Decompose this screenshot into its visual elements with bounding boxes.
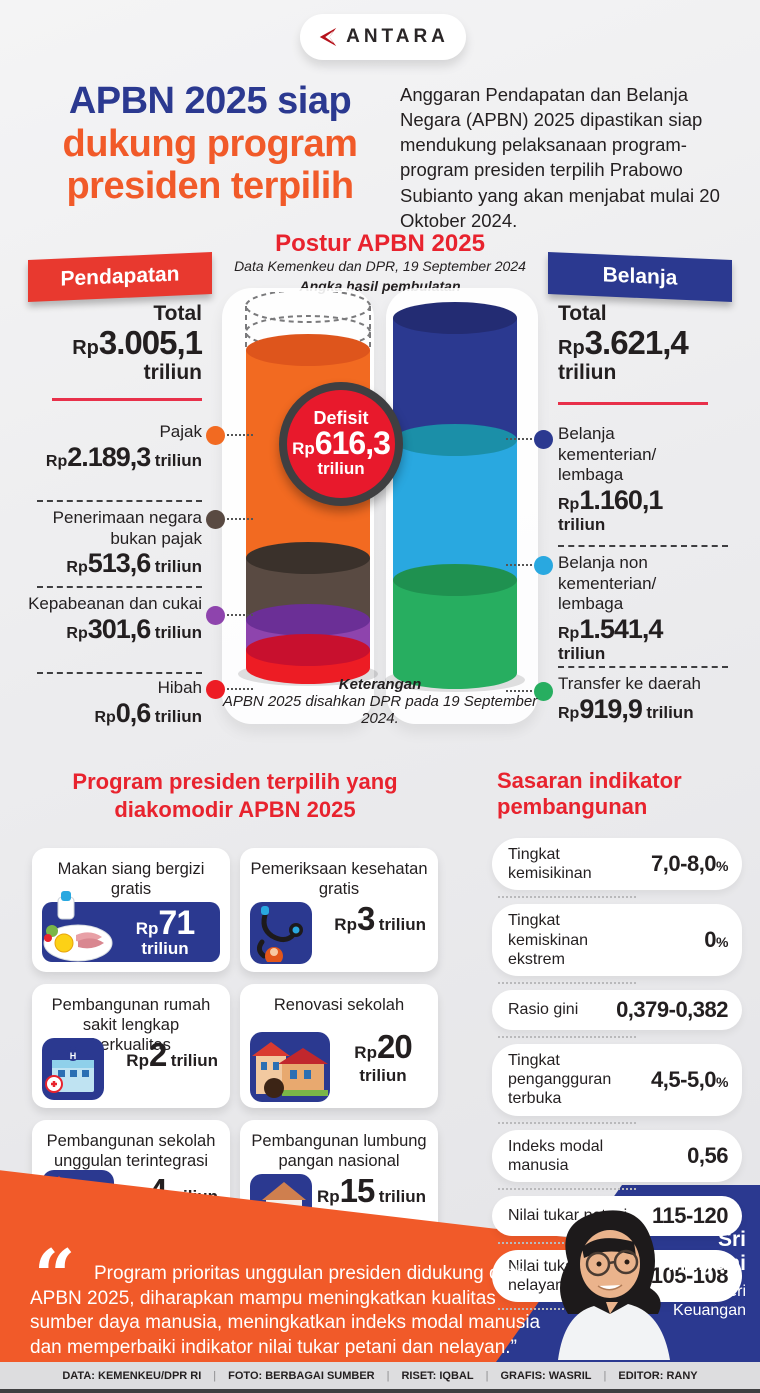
indicator-row: Tingkat kemiskinan ekstrem 0% (492, 904, 742, 984)
credit-editor: EDITOR: RANY (618, 1369, 698, 1382)
indicator-row: Rasio gini 0,379-0,382 (492, 989, 742, 1038)
belanja-item-transfer: Transfer ke daerah Rp919,9 triliun (558, 674, 701, 724)
defisit-label: Defisit (313, 407, 369, 428)
kepabeanan-dot (206, 606, 253, 625)
footer-credits-bar: DATA: KEMENKEU/DPR RI FOTO: BERBAGAI SUM… (0, 1362, 760, 1389)
school-icon (250, 1032, 330, 1102)
belanja-total: Total Rp3.621,4 triliun (558, 302, 689, 384)
indicators-list: Tingkat kemisikinan 7,0-8,0% Tingkat kem… (492, 838, 742, 1316)
transfer-dot (506, 682, 553, 701)
pendapatan-total-divider (52, 398, 202, 401)
pendapatan-total: Total Rp3.005,1 triliun (72, 302, 203, 384)
divider (558, 666, 728, 668)
person-title: Menteri Keuangan (673, 1283, 746, 1320)
belanja-total-divider (558, 402, 708, 405)
defisit-badge: Defisit Rp616,3 triliun (279, 382, 403, 506)
hospital-icon: H (42, 1038, 104, 1100)
hibah-dot (206, 680, 253, 699)
program-card-makan-siang: Makan siang bergizi gratis Rp71 triliun (32, 848, 230, 972)
indicator-row: Indeks modal manusia 0,56 (492, 1129, 742, 1191)
divider (37, 586, 202, 588)
pajak-dot (206, 426, 253, 445)
credit-foto: FOTO: BERBAGAI SUMBER (228, 1370, 401, 1382)
bottom-border (0, 1389, 760, 1393)
credit-riset: RISET: IQBAL (401, 1370, 500, 1382)
title-line-2: dukung program (62, 122, 358, 165)
indicators-title: Sasaran indikator pembangunan (497, 768, 682, 820)
pnbp-dot (206, 510, 253, 529)
title-line-1: APBN 2025 siap (68, 80, 352, 122)
quote-text: Program prioritas unggulan presiden didu… (30, 1263, 541, 1359)
keterangan: Keterangan APBN 2025 disahkan DPR pada 1… (222, 676, 538, 727)
credit-data: DATA: KEMENKEU/DPR RI (62, 1370, 228, 1382)
indicator-row: Tingkat kemisikinan 7,0-8,0% (492, 838, 742, 899)
program-card-renovasi-sekolah: Renovasi sekolah Rp20 triliun (240, 984, 438, 1108)
person-caption: Sri Mulyani Menteri Keuangan (634, 1228, 746, 1321)
divider (558, 545, 728, 547)
sri-mulyani-portrait (538, 1202, 688, 1365)
svg-text:H: H (70, 1051, 77, 1061)
ribbon-pendapatan: Pendapatan (28, 251, 212, 303)
antara-wordmark: ANTARA (346, 26, 449, 47)
stethoscope-icon (250, 902, 312, 964)
divider (37, 672, 202, 674)
meal-icon (38, 891, 116, 968)
credit-grafis: GRAFIS: WASRIL (500, 1370, 618, 1382)
antara-arrow-icon (317, 26, 339, 48)
pendapatan-item-pnbp: Penerimaan negara bukan pajak Rp513,6 tr… (52, 508, 202, 579)
chart-title: Postur APBN 2025 (275, 230, 485, 257)
budget-cylinders-chart (220, 289, 540, 694)
programs-title: Program presiden terpilih yang diakomodi… (72, 769, 398, 822)
belanja-item-non-kl: Belanja non kementerian/ lembaga Rp1.541… (558, 553, 663, 663)
ribbon-belanja: Belanja (548, 251, 732, 303)
belanja-kl-dot (506, 430, 553, 449)
chart-subtitle: Data Kemenkeu dan DPR, 19 September 2024 (234, 258, 526, 274)
pendapatan-item-pajak: Pajak Rp2.189,3 triliun (45, 422, 202, 472)
pendapatan-item-hibah: Hibah Rp0,6 triliun (94, 678, 202, 728)
meal-banner: Rp71 triliun (42, 891, 220, 962)
pendapatan-item-kepabeanan: Kepabeanan dan cukai Rp301,6 triliun (28, 594, 202, 644)
program-card-pemeriksaan-kesehatan: Pemeriksaan kesehatan gratis Rp3 triliun (240, 848, 438, 972)
belanja-non-kl-dot (506, 556, 553, 575)
belanja-item-kl: Belanja kementerian/ lembaga Rp1.160,1 t… (558, 424, 663, 534)
intro-paragraph: Anggaran Pendapatan dan Belanja Negara (… (400, 84, 720, 231)
quote-mark: “ (34, 1233, 76, 1318)
page-title: APBN 2025 siap dukung program presiden t… (40, 80, 380, 208)
person-name: Sri Mulyani (667, 1228, 746, 1276)
indicator-row: Tingkat pengangguran terbuka 4,5-5,0% (492, 1043, 742, 1124)
divider (37, 500, 202, 502)
title-line-3: presiden terpilih (66, 165, 354, 208)
antara-logo: ANTARA (300, 14, 466, 60)
program-card-rumah-sakit: Pembangunan rumah sakit lengkap berkuali… (32, 984, 230, 1108)
